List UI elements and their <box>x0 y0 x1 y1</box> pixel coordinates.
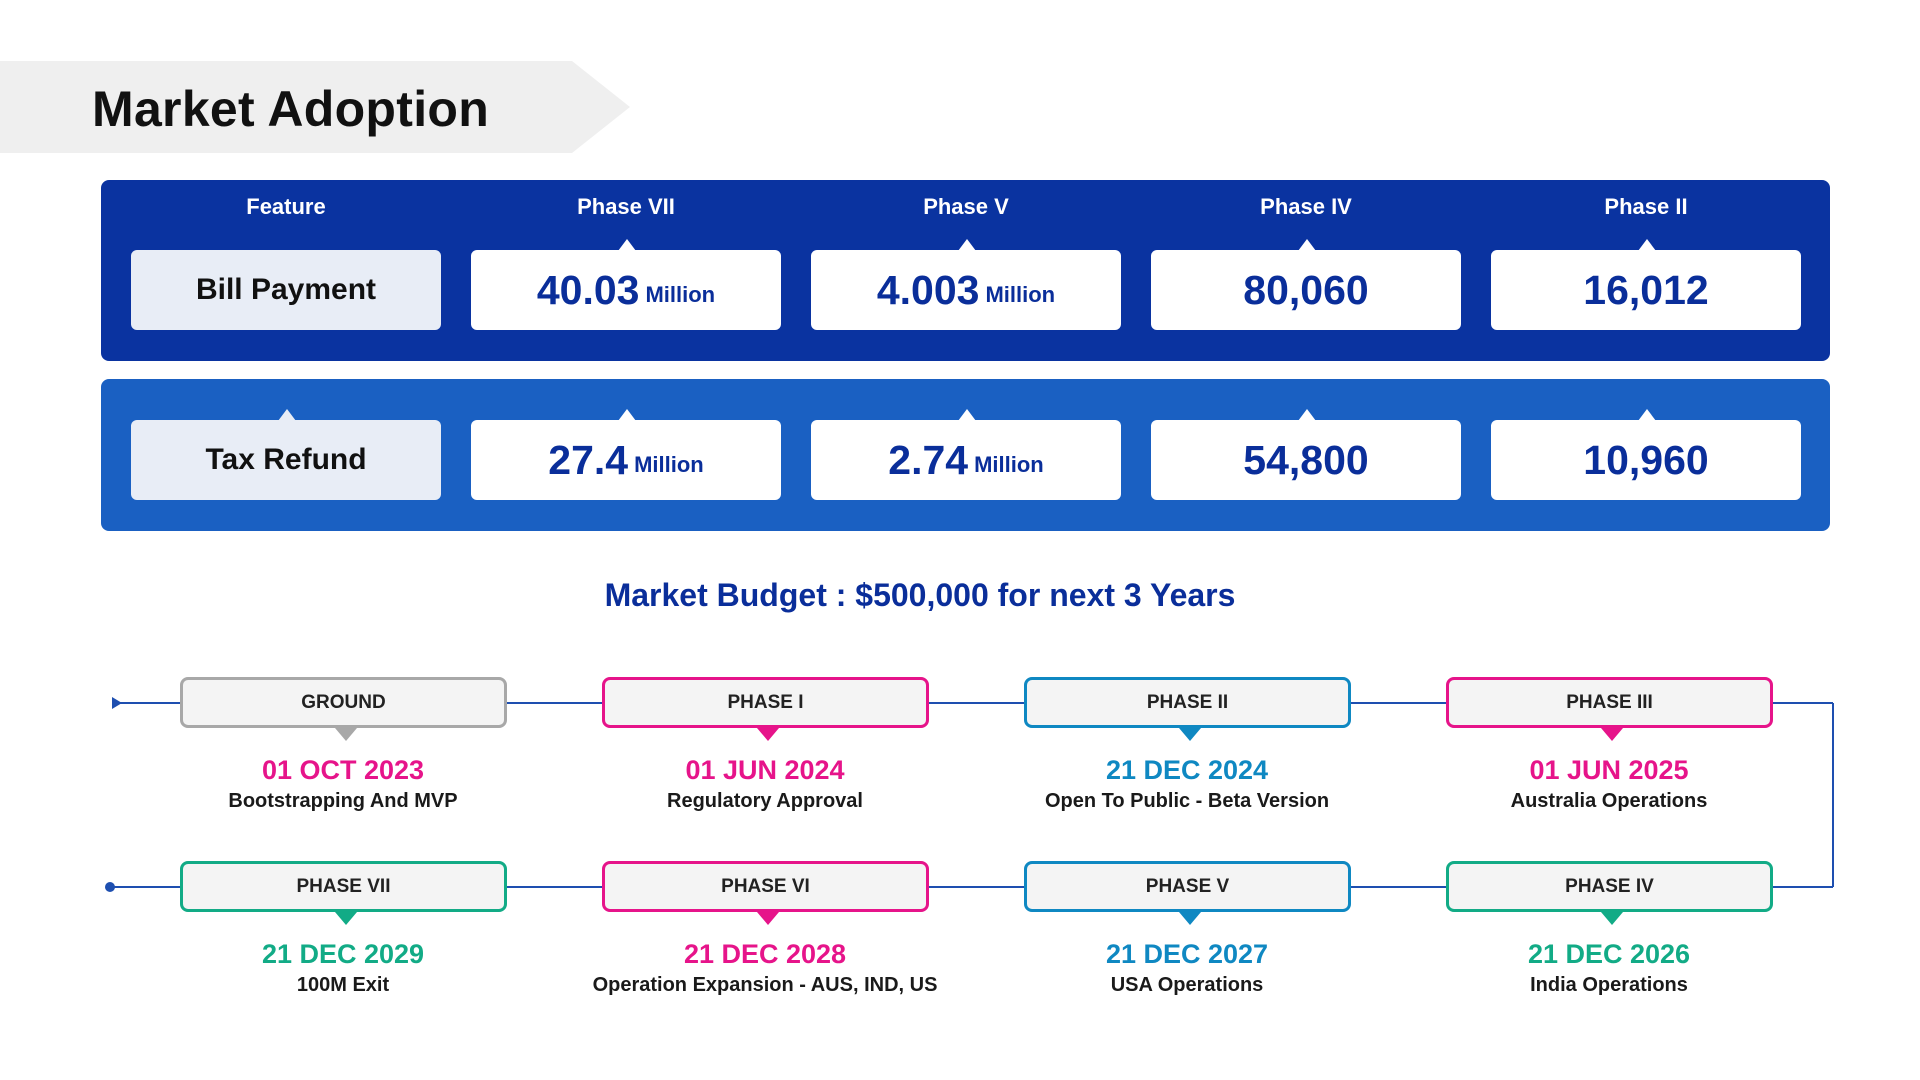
value-number: 80,060 <box>1243 266 1369 313</box>
phase-label: PHASE V <box>1145 875 1230 897</box>
timeline-box: PHASE VII <box>180 861 507 925</box>
market-budget: Market Budget : $500,000 for next 3 Year… <box>604 577 1236 613</box>
pointer-icon <box>1601 728 1623 741</box>
phase-label: PHASE VII <box>296 875 391 897</box>
phase-label: PHASE II <box>1146 691 1229 713</box>
timeline-box: PHASE IV <box>1446 861 1773 925</box>
value-unit: Million <box>645 282 716 307</box>
timeline-box: PHASE V <box>1024 861 1351 925</box>
timeline-box: PHASE II <box>1024 677 1351 741</box>
value-number: 40.03 <box>536 266 640 313</box>
value-cell: 40.03 Million <box>471 239 781 330</box>
value-cell: 27.4 Million <box>471 409 781 500</box>
milestone-description: Regulatory Approval <box>667 790 863 812</box>
milestone-description: 100M Exit <box>296 974 390 996</box>
milestone-date: 01 JUN 2024 <box>685 755 845 785</box>
value-number: 4.003 <box>876 266 980 313</box>
milestone-description: India Operations <box>1530 974 1688 996</box>
milestone-date: 01 OCT 2023 <box>261 755 425 785</box>
phase-label: PHASE IV <box>1565 875 1654 897</box>
value-unit: Million <box>974 452 1044 477</box>
feature-label: Tax Refund <box>205 443 367 476</box>
milestone-description: Open To Public - Beta Version <box>1044 790 1330 812</box>
milestone-date: 21 DEC 2029 <box>261 939 425 969</box>
pointer-icon <box>1601 912 1623 925</box>
pointer-icon <box>757 728 779 741</box>
value-cell: 10,960 <box>1491 409 1801 500</box>
milestone-date: 21 DEC 2026 <box>1527 939 1691 969</box>
title-banner <box>0 61 630 153</box>
column-header-phase-v: Phase V <box>923 194 1009 219</box>
pointer-icon <box>757 912 779 925</box>
value-number: 27.4 <box>548 436 629 483</box>
timeline-box: PHASE III <box>1446 677 1773 741</box>
page-title: Market Adoption <box>92 81 490 137</box>
milestone-description: Australia Operations <box>1510 790 1708 812</box>
timeline-end-dot-icon <box>105 882 115 892</box>
value-number: 16,012 <box>1583 266 1709 313</box>
milestone-date: 21 DEC 2024 <box>1105 755 1269 785</box>
timeline-box: PHASE I <box>602 677 929 741</box>
milestone-description: Bootstrapping And MVP <box>228 790 458 812</box>
feature-cell-tax-refund: Tax Refund <box>131 409 441 500</box>
value-cell: 4.003 Million <box>811 239 1121 330</box>
milestone-description: USA Operations <box>1110 974 1264 996</box>
value-number: 10,960 <box>1583 436 1709 483</box>
pointer-icon <box>1179 728 1201 741</box>
feature-label: Bill Payment <box>195 273 377 306</box>
value-cell: 54,800 <box>1151 409 1461 500</box>
milestone-date: 21 DEC 2028 <box>683 939 847 969</box>
timeline-box: GROUND <box>180 677 507 741</box>
value-unit: Million <box>985 282 1056 307</box>
pointer-icon <box>335 912 357 925</box>
pointer-icon <box>335 728 357 741</box>
milestone-date: 01 JUN 2025 <box>1529 755 1689 785</box>
value-cell: 80,060 <box>1151 239 1461 330</box>
column-header-phase-vii: Phase VII <box>577 194 675 219</box>
value-cell: 2.74 Million <box>811 409 1121 500</box>
phase-label: GROUND <box>301 691 386 713</box>
value-cell: 16,012 <box>1491 239 1801 330</box>
feature-cell-bill-payment: Bill Payment <box>131 250 441 330</box>
column-header-phase-ii: Phase II <box>1604 194 1688 219</box>
value-unit: Million <box>634 452 704 477</box>
phase-label: PHASE I <box>727 691 804 713</box>
phase-label: PHASE VI <box>721 875 810 897</box>
milestone-date: 21 DEC 2027 <box>1105 939 1269 969</box>
column-header-phase-iv: Phase IV <box>1260 194 1352 219</box>
milestone-description: Operation Expansion - AUS, IND, US <box>592 974 938 996</box>
timeline-box: PHASE VI <box>602 861 929 925</box>
value-number: 2.74 <box>888 436 969 483</box>
phase-label: PHASE III <box>1566 691 1653 713</box>
column-header-feature: Feature <box>246 194 326 219</box>
pointer-icon <box>1179 912 1201 925</box>
value-number: 54,800 <box>1243 436 1369 483</box>
timeline-start-arrow-icon <box>112 697 122 709</box>
